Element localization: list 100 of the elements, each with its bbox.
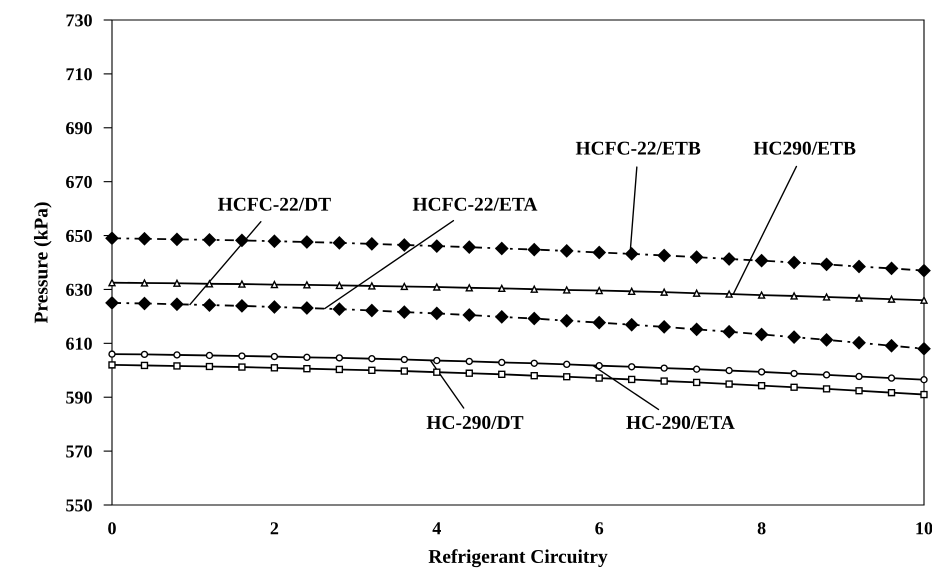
point [235,299,249,312]
x-tick-label: 0 [108,522,116,534]
point [170,298,184,311]
annotation: HCFC-22/DT [218,198,331,211]
point [495,310,508,324]
point [596,374,603,382]
x-tick-label: 2 [270,522,278,534]
point [563,373,570,380]
point [822,293,830,301]
point [596,362,603,370]
point [852,260,866,274]
point [560,244,574,258]
point [628,288,636,296]
point [173,280,181,287]
point [332,302,346,316]
point [888,388,896,396]
point [336,282,344,290]
point [530,372,538,380]
y-tick-label: 630 [66,284,92,296]
point [400,282,408,290]
point [884,339,898,352]
point [658,320,671,334]
point [530,285,538,293]
point [495,242,508,256]
point [206,352,214,360]
point [755,328,768,342]
point [888,295,896,303]
y-tick-label: 670 [66,176,92,188]
point [400,356,408,364]
point [855,294,863,302]
y-tick-label: 650 [66,230,92,242]
point [790,384,798,391]
y-tick-label: 690 [66,122,92,134]
point [917,264,931,278]
point [790,292,798,300]
point [138,232,152,246]
point [563,286,570,294]
point [400,367,408,375]
point [430,239,444,253]
point [758,291,766,299]
point [790,370,798,378]
point [270,364,278,372]
point [690,250,704,264]
point [692,366,700,373]
point [462,308,476,322]
x-axis-title: Refrigerant Circuitry [428,549,608,568]
x-tick-label: 8 [758,522,766,534]
point [140,350,148,358]
y-axis-title: Pressure (kPa) [34,202,52,324]
point [855,372,863,380]
point [398,305,411,319]
point [920,376,928,384]
point [820,258,834,271]
point [758,382,766,390]
point [528,242,541,256]
point [332,236,346,250]
point [238,280,246,288]
point [530,360,538,367]
point [888,374,896,382]
point [658,248,671,262]
point [920,296,928,304]
point [368,282,376,290]
point [692,378,700,386]
x-tick-label: 10 [916,522,932,534]
point [628,363,636,370]
point [920,390,928,398]
point [498,284,506,292]
point [202,233,216,246]
point [628,376,636,384]
annotation: HCFC-22/ETA [412,198,538,211]
point [235,234,249,247]
point [433,368,440,376]
point [498,370,506,378]
point [660,288,668,296]
point [855,387,863,394]
point [433,283,440,291]
point [822,371,830,379]
point [692,290,700,297]
y-tick-label: 710 [66,68,92,80]
y-tick-label: 610 [66,338,92,350]
point [787,256,801,270]
point [206,362,214,370]
point [108,361,116,369]
point [140,279,148,287]
annotation: HC-290/DT [426,416,524,430]
point [173,351,181,359]
y-tick-label: 550 [66,499,92,512]
point [852,336,866,350]
point [466,358,473,366]
point [466,370,473,377]
point [660,364,668,372]
point [108,350,116,358]
point [820,333,834,346]
point [202,298,216,312]
point [722,325,736,338]
annotation: HC-290/ETA [626,416,735,430]
point [498,358,506,366]
annotation: HC290/ETB [754,142,856,155]
point [238,352,246,360]
point [625,318,638,332]
